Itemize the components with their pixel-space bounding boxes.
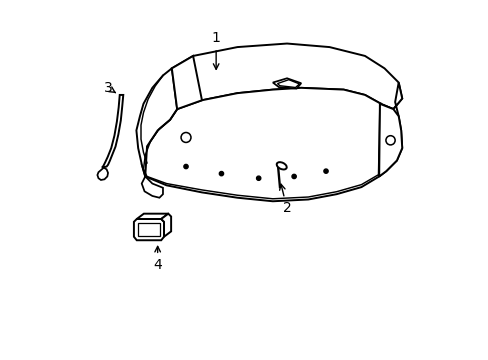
Text: 2: 2 [279, 184, 291, 215]
Circle shape [219, 171, 223, 176]
Polygon shape [142, 68, 380, 201]
Polygon shape [161, 214, 171, 237]
Polygon shape [171, 44, 402, 109]
Polygon shape [102, 95, 123, 168]
Polygon shape [136, 68, 177, 176]
Text: 1: 1 [211, 31, 220, 69]
Polygon shape [142, 176, 163, 198]
Polygon shape [137, 214, 168, 219]
Polygon shape [272, 78, 301, 89]
Circle shape [323, 169, 327, 173]
Circle shape [385, 136, 394, 145]
Circle shape [181, 132, 191, 143]
Polygon shape [378, 104, 402, 176]
Text: 4: 4 [153, 246, 162, 272]
Circle shape [183, 165, 188, 168]
Circle shape [291, 174, 296, 179]
Polygon shape [97, 168, 108, 180]
Ellipse shape [276, 162, 286, 170]
Polygon shape [171, 56, 202, 109]
Polygon shape [378, 82, 402, 176]
Text: 3: 3 [103, 81, 115, 95]
Polygon shape [134, 219, 163, 240]
Circle shape [256, 176, 260, 180]
